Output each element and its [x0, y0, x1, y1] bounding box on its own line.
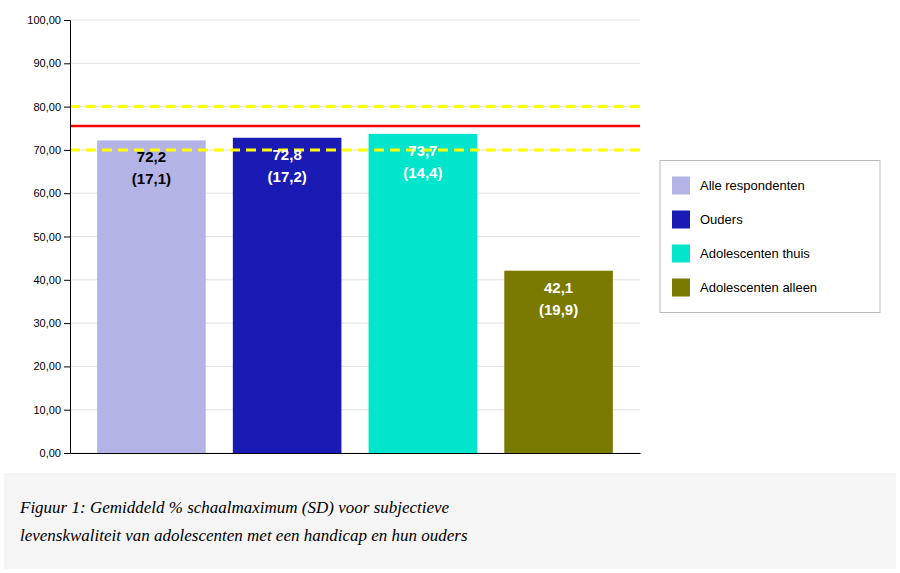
y-tick: 20,00 [33, 360, 70, 372]
y-tick-label: 20,00 [33, 360, 61, 372]
x-axis [71, 453, 641, 454]
legend-swatch [672, 279, 690, 297]
y-tick-label: 80,00 [33, 101, 61, 113]
value-label: 72,2 [137, 148, 166, 165]
value-label: 42,1 [544, 279, 573, 296]
y-tick-label: 90,00 [33, 57, 61, 69]
value-label: 73,7 [408, 142, 437, 159]
y-tick-mark [64, 280, 70, 281]
reference-line [70, 125, 640, 128]
y-tick-mark [64, 193, 70, 194]
legend-box [660, 161, 880, 313]
marks [70, 107, 640, 453]
y-tick-label: 50,00 [33, 231, 61, 243]
y-tick-label: 30,00 [33, 317, 61, 329]
value-label: 72,8 [273, 146, 302, 163]
y-tick: 60,00 [33, 187, 70, 199]
y-tick: 80,00 [33, 101, 70, 113]
legend-swatch [672, 211, 690, 229]
x-axis-line [71, 453, 641, 454]
y-axis: 0,00 10,00 20,00 30,00 40,00 50,00 60,00 70,00 8… [27, 14, 70, 459]
legend-entry: Adolescenten thuis [672, 245, 810, 263]
y-tick-label: 40,00 [33, 274, 61, 286]
y-tick-label: 0,00 [40, 447, 61, 459]
y-tick: 30,00 [33, 317, 70, 329]
legend-entry: Adolescenten alleen [672, 279, 817, 297]
y-tick-mark [64, 63, 70, 64]
y-tick-mark [64, 150, 70, 151]
legend-label: Adolescenten alleen [700, 280, 817, 295]
y-tick-mark [64, 453, 70, 454]
legend: Alle respondenten Ouders Adolescenten thui… [660, 161, 880, 313]
bar [369, 134, 478, 453]
legend-label: Adolescenten thuis [700, 246, 810, 261]
legend-label: Ouders [700, 212, 743, 227]
grid-line [70, 20, 640, 21]
plot: 0,00 10,00 20,00 30,00 40,00 50,00 60,00 70,00 8… [27, 14, 640, 459]
y-tick-label: 60,00 [33, 187, 61, 199]
bar [97, 140, 206, 453]
data-labels: 72,2 (17,1) 72,8 (17,2) 73,7 (14,4) 42,1 (19,9) [132, 142, 578, 318]
y-tick: 0,00 [40, 447, 70, 459]
y-tick: 40,00 [33, 274, 70, 286]
legend-swatch [672, 245, 690, 263]
legend-label: Alle respondenten [700, 178, 805, 193]
y-tick-label: 100,00 [27, 14, 61, 26]
y-axis-line [64, 21, 71, 454]
y-tick-label: 70,00 [33, 144, 61, 156]
y-tick: 50,00 [33, 231, 70, 243]
grid-line [70, 63, 640, 64]
y-tick-mark [64, 107, 70, 108]
sd-label: (17,2) [268, 168, 307, 185]
caption-box [4, 473, 896, 569]
y-tick-mark [64, 20, 70, 21]
grid [70, 20, 640, 453]
bar [233, 138, 342, 453]
y-tick-mark [64, 237, 70, 238]
y-tick-label: 10,00 [33, 404, 61, 416]
caption-text: levenskwaliteit van adolescenten met een… [20, 526, 468, 545]
legend-entry: Alle respondenten [672, 177, 805, 195]
legend-entry: Ouders [672, 211, 743, 229]
sd-label: (17,1) [132, 170, 171, 187]
grid-line [70, 106, 640, 107]
y-tick: 90,00 [33, 57, 70, 69]
y-tick-mark [64, 410, 70, 411]
caption-text: Figuur 1: Gemiddeld % schaalmaximum (SD)… [19, 498, 450, 517]
y-tick: 100,00 [27, 14, 70, 26]
sd-label: (14,4) [403, 164, 442, 181]
y-tick: 10,00 [33, 404, 70, 416]
chart: 0,00 10,00 20,00 30,00 40,00 50,00 60,00 70,00 8… [0, 0, 900, 573]
legend-swatch [672, 177, 690, 195]
y-tick: 70,00 [33, 144, 70, 156]
y-tick-mark [64, 323, 70, 324]
sd-label: (19,9) [539, 301, 578, 318]
y-tick-mark [64, 366, 70, 367]
reference-line [70, 105, 640, 108]
caption: Figuur 1: Gemiddeld % schaalmaximum (SD)… [4, 473, 896, 569]
bar [504, 271, 613, 453]
